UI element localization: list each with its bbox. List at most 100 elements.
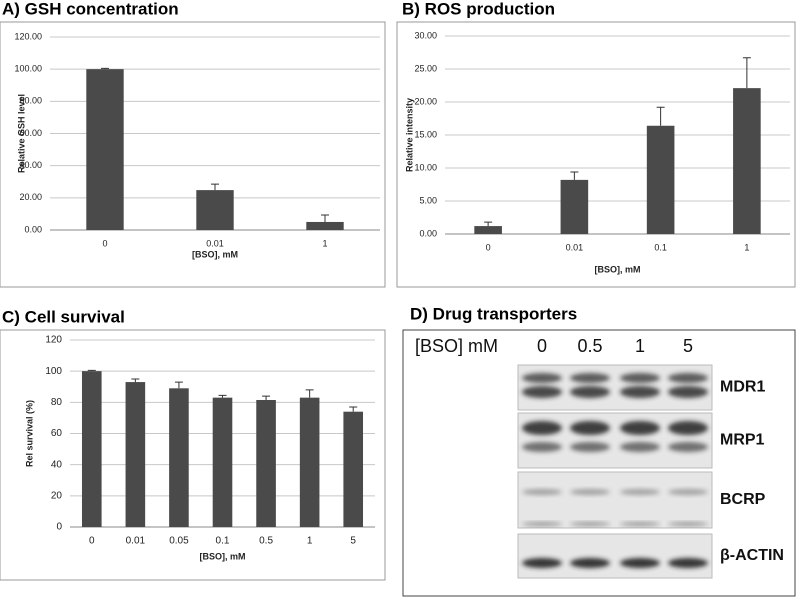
y-tick-label: 0 — [56, 522, 62, 533]
bar — [169, 388, 189, 527]
lane-label: 0.5 — [577, 336, 602, 356]
blot-band — [570, 489, 610, 495]
blot-band — [668, 386, 708, 398]
x-tick-label: 0.5 — [259, 536, 273, 547]
blot-band — [620, 421, 660, 435]
y-tick-label: 5.00 — [419, 195, 437, 205]
error-bar — [87, 369, 96, 372]
blot-band — [570, 558, 610, 568]
error-bar — [174, 381, 183, 389]
error-bar — [570, 171, 579, 180]
blot-band — [620, 373, 660, 383]
error-bar — [131, 378, 140, 383]
panel-title: A) GSH concentration — [2, 0, 179, 18]
panel-title: D) Drug transporters — [410, 304, 577, 323]
panel-frame — [402, 329, 796, 597]
y-axis-title: Relative GSH level — [16, 94, 26, 173]
blot-band — [570, 522, 610, 526]
x-axis-title: [BSO], mM — [595, 264, 641, 274]
blot: D) Drug transporters [BSO] mM 0 0.5 1 5 MDR1… — [410, 304, 784, 579]
bar — [256, 399, 276, 527]
blot-band — [668, 522, 708, 526]
bar — [196, 190, 234, 230]
blot-band — [620, 489, 660, 495]
y-tick-label: 60.00 — [19, 128, 42, 138]
bar — [474, 226, 502, 234]
band-label: BCRP — [720, 491, 766, 508]
x-tick-label: 0 — [486, 242, 491, 252]
y-tick-label: 25.00 — [414, 63, 437, 73]
x-axis-title: [BSO], mM — [192, 249, 238, 259]
panel-frame — [396, 21, 796, 288]
blot-band — [570, 421, 610, 435]
x-tick-label: 0 — [89, 536, 95, 547]
error-bar — [218, 394, 227, 398]
bar — [212, 397, 233, 527]
error-bar — [211, 183, 219, 191]
error-bar — [656, 106, 665, 126]
y-tick-label: 120.00 — [14, 31, 42, 41]
blot-strip — [517, 533, 713, 579]
band-label: MDR1 — [720, 379, 765, 396]
y-tick-label: 20 — [51, 490, 63, 501]
bar — [733, 88, 761, 234]
x-tick-label: 0 — [102, 238, 107, 248]
y-axis-title: Relative intensity — [404, 98, 414, 172]
lane-label: 5 — [683, 336, 693, 356]
y-tick-label: 20.00 — [19, 192, 42, 202]
blot-band — [668, 442, 708, 452]
x-tick-label: 0.01 — [566, 242, 584, 252]
x-tick-label: 0.05 — [169, 536, 189, 547]
blot-band — [620, 558, 660, 568]
y-tick-label: 120 — [45, 335, 62, 346]
error-bar — [321, 214, 329, 222]
blot-band — [522, 489, 562, 495]
panel-frame — [0, 329, 386, 581]
panel-title: B) ROS production — [402, 0, 555, 18]
y-tick-label: 40 — [51, 459, 63, 470]
bar — [81, 371, 102, 527]
bar — [299, 397, 320, 527]
blot-band — [522, 373, 562, 383]
x-tick-label: 1 — [322, 238, 327, 248]
y-tick-label: 80.00 — [19, 96, 42, 106]
band-label: MRP1 — [720, 432, 765, 449]
band-label: β-ACTIN — [720, 547, 784, 564]
error-bar — [484, 221, 493, 227]
error-bar — [742, 57, 751, 89]
y-tick-label: 15.00 — [414, 129, 437, 139]
x-tick-label: 0.01 — [206, 238, 224, 248]
bar — [646, 125, 675, 234]
y-tick-label: 30.00 — [414, 30, 437, 40]
blot-band — [570, 442, 610, 452]
blot-band — [620, 522, 660, 526]
error-bar — [262, 395, 271, 400]
bar — [343, 411, 364, 527]
blot-band — [668, 489, 708, 495]
y-tick-label: 60 — [51, 428, 63, 439]
y-tick-label: 100 — [45, 366, 62, 377]
blot-band — [668, 558, 708, 568]
y-tick-label: 100.00 — [14, 64, 42, 74]
blot-band — [570, 386, 610, 398]
x-tick-label: 1 — [744, 242, 749, 252]
blot-band — [522, 386, 562, 398]
bar — [125, 382, 146, 527]
bar — [560, 179, 589, 234]
error-bar — [349, 406, 358, 412]
panel-frame — [0, 21, 386, 288]
y-tick-label: 20.00 — [414, 96, 437, 106]
error-bar — [305, 389, 314, 398]
blot-band — [522, 558, 562, 568]
blot-band — [522, 522, 562, 526]
bar — [306, 221, 344, 230]
error-bar — [101, 67, 109, 70]
y-tick-label: 10.00 — [414, 162, 437, 172]
y-tick-label: 0.00 — [24, 224, 42, 234]
y-tick-label: 0.00 — [419, 228, 437, 238]
blot-band — [570, 373, 610, 383]
panel-title: C) Cell survival — [2, 307, 125, 326]
bar — [86, 69, 124, 231]
blot-band — [668, 421, 708, 435]
